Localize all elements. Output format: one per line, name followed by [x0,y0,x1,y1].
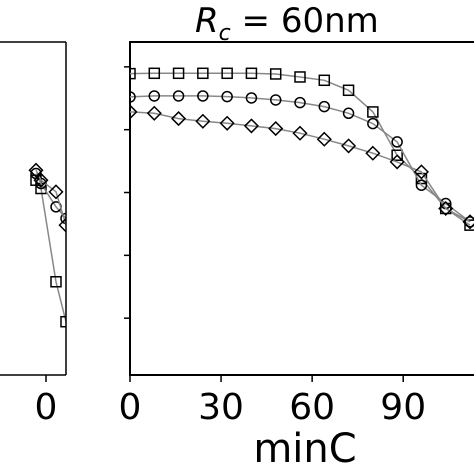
panel-1-circle-point [148,90,161,102]
panel-1-series-diamond-line [130,111,471,223]
panel-1-square-point [464,219,474,231]
panel-1-diamond-point [171,111,187,127]
panel-1-circle-point [391,136,403,148]
right-panel: Rc = 60nm 0 30 60 90 minC [119,1,474,472]
panel-1-circle-point [245,92,258,104]
panel-0-diamond-point [33,172,49,188]
panel-1-circle-point [197,90,209,102]
panel-1-circle-point [269,94,282,106]
panel-1-diamond-point [268,121,284,137]
panel-1-circle-point [342,107,355,120]
panel-0-diamond-point [58,217,66,233]
panel-1-square-point [294,71,306,83]
right-x-ticks: 0 30 60 90 [119,375,426,428]
panel-1-diamond-point [219,115,235,131]
panel-0-diamond-point [28,162,44,178]
right-y-ticks [124,66,130,319]
left-x-ticks: 0 [35,375,58,428]
left-plot-area [28,162,66,328]
panel-0-square-point [60,315,66,328]
panel-1-square-point [342,84,355,97]
panel-1-square-point [245,67,258,80]
panel-1-x-tick-label: 60 [289,387,335,428]
panel-1-circle-point [130,91,136,103]
right-plot-frame [129,41,474,376]
panel-1-diamond-point [316,131,332,147]
panel-1-diamond-point [146,105,162,121]
panel-1-diamond-point [413,164,429,180]
panel-1-circle-point [221,90,233,103]
panel-0-circle-point [60,212,66,225]
panel-1-series-circle-line [130,95,471,223]
panel-1-diamond-point [389,154,405,170]
right-x-axis-label: minC [253,426,356,472]
panel-1-square-point [318,74,331,87]
panel-1-diamond-point [292,125,308,141]
panel-1-circle-point [172,90,185,102]
panel-1-diamond-point [195,113,211,129]
right-panel-title: Rc = 60nm [195,1,379,46]
right-plot-area [130,67,474,231]
panel-1-square-point [197,67,209,80]
panel-1-square-point [221,67,233,80]
panel-0-x-tick-label: 0 [35,387,58,428]
panel-1-diamond-point [341,138,357,154]
panel-1-diamond-point [462,214,474,230]
panel-1-x-tick-label: 30 [198,387,244,428]
panel-0-series-square-line [35,179,66,322]
panel-1-circle-point [294,96,306,109]
panel-1-circle-point [318,100,331,113]
panel-1-diamond-point [130,104,138,120]
left-panel: 0 [0,41,67,428]
panel-1-square-point [172,67,185,80]
panel-1-diamond-point [365,145,381,161]
panel-1-square-point [391,149,403,161]
panel-1-circle-point [415,179,428,191]
panel-1-x-tick-label: 0 [119,387,142,428]
panel-1-circle-point [367,117,379,130]
panel-0-diamond-point [48,184,64,200]
panel-1-square-point [367,106,379,118]
panel-1-square-point [269,68,282,80]
panel-1-square-point [130,67,136,80]
panel-0-square-point [50,276,62,288]
panel-1-x-tick-label: 90 [380,387,426,428]
panel-1-circle-point [464,216,474,228]
panel-1-diamond-point [438,200,454,217]
panel-1-square-point [148,67,161,80]
panel-1-diamond-point [243,118,259,134]
